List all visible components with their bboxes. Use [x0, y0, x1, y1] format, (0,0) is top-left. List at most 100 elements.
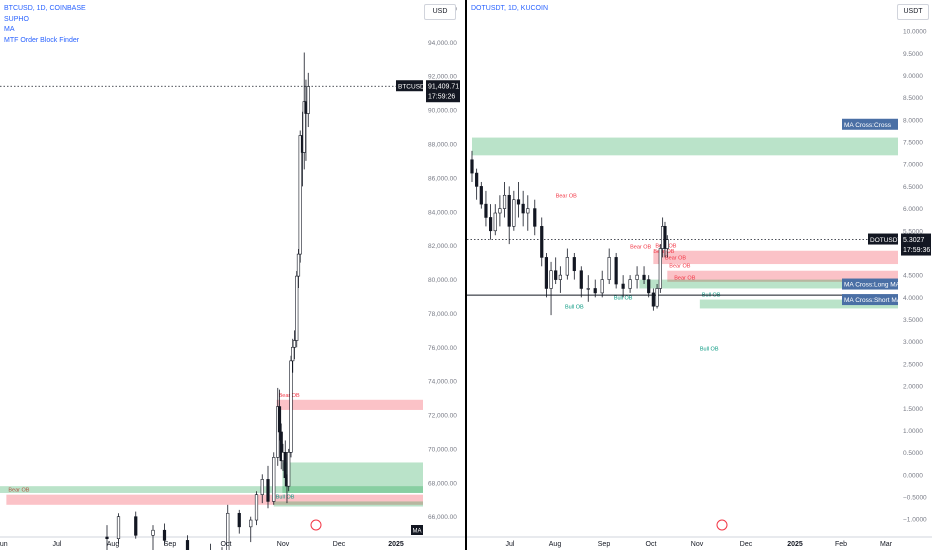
- x-tick-label: Dec: [333, 541, 346, 548]
- order-block-label: Bear OB: [630, 245, 651, 251]
- order-block-label: Bull OB: [276, 494, 295, 500]
- x-tick-label: Jun: [0, 541, 8, 548]
- last-price-countdown: 17:59:36: [903, 247, 930, 254]
- ma-cross-badge-bg: [842, 278, 898, 290]
- tradingview-logo-icon: [310, 519, 322, 531]
- candle-body: [498, 208, 502, 214]
- candle-body: [663, 226, 667, 249]
- order-block-label: Bear OB: [8, 488, 29, 494]
- candle-body: [628, 279, 632, 289]
- ma-cross-badge: MA Cross:Short MA: [844, 297, 902, 304]
- candle-body: [642, 274, 646, 280]
- y-tick-label: 6.5000: [903, 184, 923, 191]
- y-tick-label: 7.0000: [903, 162, 923, 169]
- y-tick-label: 8.0000: [903, 117, 923, 124]
- ma-cross-badge-bg: [842, 294, 898, 306]
- candle-body: [287, 451, 291, 487]
- y-tick-label: 1.0000: [903, 428, 923, 435]
- candle-body: [579, 270, 583, 289]
- candle-body: [665, 239, 669, 249]
- y-tick-label: 6.0000: [903, 206, 923, 213]
- x-tick-label: 2025: [787, 541, 803, 548]
- candle-body: [572, 257, 576, 272]
- order-block-bull: [273, 501, 423, 507]
- candle-body: [298, 135, 302, 255]
- candle-body: [151, 529, 155, 536]
- candle-body: [614, 257, 618, 285]
- candle-body: [647, 279, 651, 294]
- btc-currency-button[interactable]: USD: [424, 4, 456, 20]
- candle-body: [502, 194, 507, 209]
- indicator-badge: MA: [413, 529, 422, 535]
- candle-body: [116, 516, 121, 539]
- y-tick-label: 10.0000: [903, 29, 927, 36]
- candle-body: [593, 288, 597, 294]
- btc-legend-item-mtf: MTF Order Block Finder: [4, 36, 80, 44]
- y-tick-label: −0.5000: [903, 495, 927, 502]
- y-tick-label: 4.5000: [903, 273, 923, 280]
- x-tick-label: Sep: [598, 541, 611, 548]
- candle-body: [607, 257, 611, 280]
- candle-body: [544, 257, 548, 289]
- candle-body: [655, 288, 659, 307]
- candle-body: [266, 479, 270, 502]
- indicator-badge-bg: [411, 525, 423, 535]
- y-tick-label: 1.5000: [903, 406, 923, 413]
- symbol-tag: BTCUSD: [398, 84, 425, 91]
- btc-chart-pane[interactable]: Bear OB Bear OB Bull OB 66,000.00 68,000.00 7…: [0, 0, 465, 550]
- candle-body: [484, 203, 488, 218]
- x-tick-label: Sep: [164, 541, 177, 548]
- order-block-label: Bear OB: [665, 256, 686, 262]
- y-tick-label: 2.5000: [903, 361, 923, 368]
- last-price-label: 5.3027: [903, 237, 925, 244]
- candle-body: [549, 270, 553, 289]
- ma-cross-badge: MA Cross:Long MA: [844, 282, 901, 289]
- candle-body: [479, 186, 483, 205]
- last-price-tag-bg: [426, 80, 460, 103]
- candle-body: [558, 274, 562, 280]
- candle-body: [291, 346, 295, 362]
- x-tick-label: Nov: [691, 541, 704, 548]
- x-tick-label: Dec: [740, 541, 753, 548]
- y-tick-label: 78,000.00: [428, 311, 457, 318]
- last-price-countdown: 17:59:26: [428, 94, 455, 101]
- order-block-label: Bear OB: [279, 393, 300, 399]
- y-tick-label: 90,000.00: [428, 108, 457, 115]
- candle-body: [586, 288, 590, 290]
- x-tick-label: 2025: [388, 541, 404, 548]
- candle-body: [554, 270, 558, 280]
- x-tick-label: Aug: [549, 541, 562, 548]
- y-tick-label: 0.0000: [903, 472, 923, 479]
- candle-body: [470, 159, 474, 174]
- tradingview-logo-icon: [716, 519, 728, 531]
- order-block-bear: [276, 399, 423, 410]
- candle-body: [533, 208, 537, 227]
- ma-cross-badge-bg: [842, 118, 898, 130]
- dot-currency-button[interactable]: USDT: [897, 4, 929, 20]
- y-tick-label: 70,000.00: [428, 446, 457, 453]
- pane-divider[interactable]: [465, 0, 467, 550]
- btc-legend: BTCUSD, 1D, COINBASE SUPHO MA MTF Order …: [4, 4, 86, 46]
- y-tick-label: 92,000.00: [428, 74, 457, 81]
- y-tick-label: 8.5000: [903, 95, 923, 102]
- symbol-tag: DOTUSDT: [870, 237, 901, 244]
- candle-body: [260, 479, 264, 495]
- candle-body: [254, 494, 259, 521]
- candle-body: [521, 203, 525, 214]
- candle-body: [292, 340, 297, 348]
- y-tick-label: 3.5000: [903, 317, 923, 324]
- btc-legend-item-ma: MA: [4, 26, 15, 33]
- order-block-label: Bear OB: [556, 193, 577, 199]
- order-block-bull: [0, 486, 423, 493]
- btc-legend-item-supho: SUPHO: [4, 15, 29, 23]
- candle-body: [621, 283, 625, 289]
- x-tick-label: Jul: [53, 541, 62, 548]
- candle-body: [237, 512, 241, 528]
- candle-body: [162, 529, 167, 541]
- y-tick-label: 82,000.00: [428, 243, 457, 250]
- candle-body: [272, 457, 276, 502]
- btc-chart-svg[interactable]: Bear OB Bear OB Bull OB 66,000.00 68,000.00 7…: [0, 0, 465, 550]
